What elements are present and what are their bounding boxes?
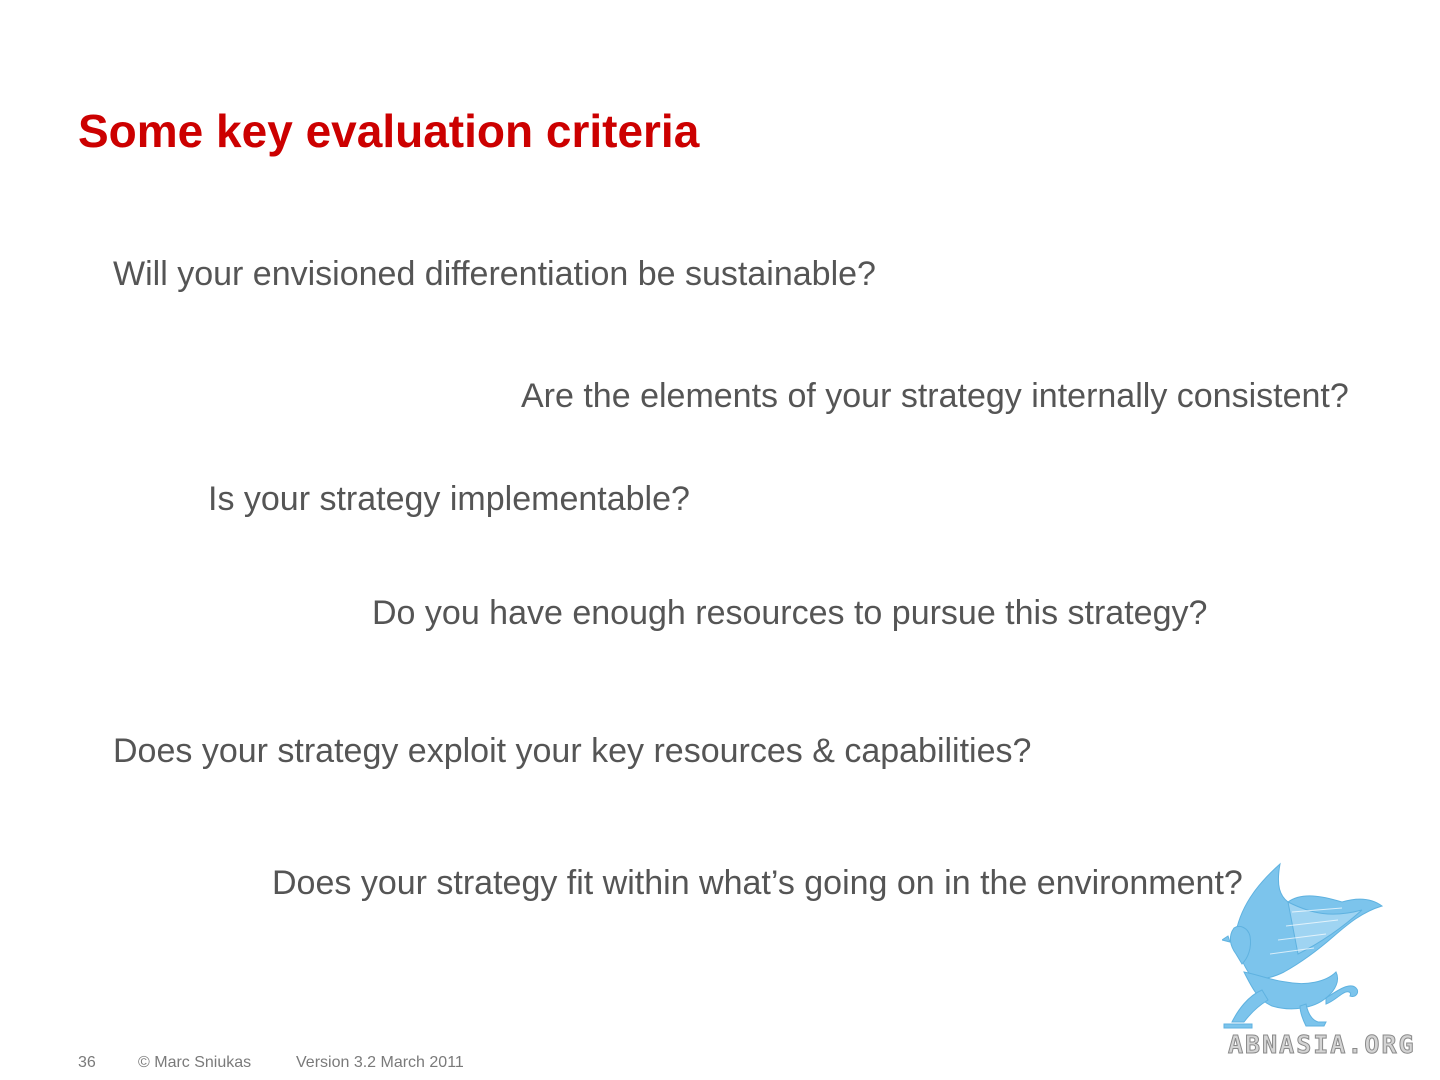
question-resources: Do you have enough resources to pursue t… <box>372 594 1208 632</box>
copyright-text: © Marc Sniukas <box>138 1054 252 1071</box>
watermark-text: ABNASIA.ORG <box>1228 1030 1416 1060</box>
question-environment-fit: Does your strategy fit within what’s goi… <box>272 864 1243 902</box>
version-text: Version 3.2 March 2011 <box>296 1054 464 1071</box>
question-consistency: Are the elements of your strategy intern… <box>521 377 1349 415</box>
slide-title: Some key evaluation criteria <box>78 105 700 157</box>
griffin-logo-icon <box>1222 862 1384 1029</box>
page-number: 36 <box>78 1054 96 1071</box>
question-sustainability: Will your envisioned differentiation be … <box>113 255 876 293</box>
question-implementable: Is your strategy implementable? <box>208 480 690 518</box>
question-capabilities: Does your strategy exploit your key reso… <box>113 732 1032 770</box>
